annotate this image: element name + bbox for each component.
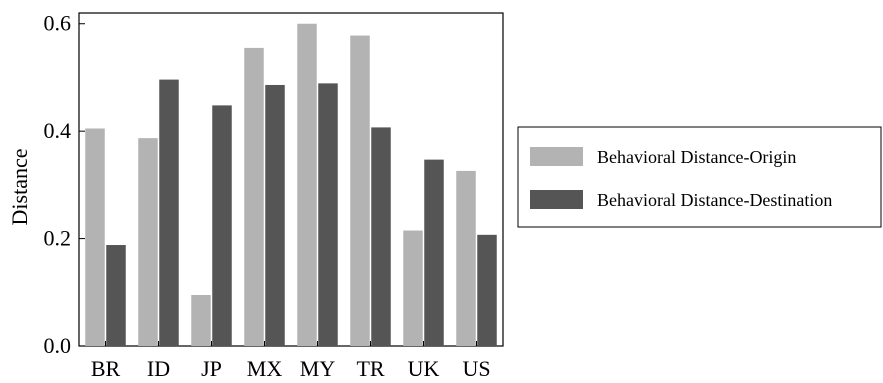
bar-destination-my xyxy=(318,83,338,346)
bars-group xyxy=(85,23,497,347)
bar-origin-br xyxy=(85,128,105,346)
y-ticks: 0.0 0.2 0.4 0.6 xyxy=(44,11,85,358)
bar-origin-mx xyxy=(244,47,264,347)
x-ticks: BR ID JP MX MY TR UK US xyxy=(91,341,491,381)
legend-label-destination: Behavioral Distance-Destination xyxy=(597,190,832,210)
y-tick-label: 0.2 xyxy=(44,226,72,251)
bar-destination-us xyxy=(477,234,497,346)
x-tick-label: UK xyxy=(408,356,440,381)
x-tick-label: MX xyxy=(247,356,283,381)
legend: Behavioral Distance-Origin Behavioral Di… xyxy=(517,126,882,228)
bar-origin-id xyxy=(138,138,158,346)
bar-origin-uk xyxy=(403,230,423,346)
x-tick-label: ID xyxy=(147,356,170,381)
bar-origin-my xyxy=(297,23,317,346)
bar-destination-jp xyxy=(212,105,232,346)
bar-destination-id xyxy=(159,79,179,346)
bar-origin-jp xyxy=(191,294,211,346)
legend-swatch-destination xyxy=(530,190,583,209)
bar-destination-uk xyxy=(424,159,444,346)
bar-destination-mx xyxy=(265,84,285,346)
legend-swatch-origin xyxy=(530,147,583,166)
y-tick-label: 0.0 xyxy=(44,333,72,358)
bar-destination-br xyxy=(106,245,126,346)
x-tick-label: JP xyxy=(201,356,222,381)
x-tick-label: BR xyxy=(91,356,121,381)
bar-destination-tr xyxy=(371,127,391,346)
plot-area-frame xyxy=(78,12,504,347)
bar-origin-tr xyxy=(350,35,370,346)
bar-origin-us xyxy=(456,170,476,346)
y-tick-label: 0.6 xyxy=(44,11,72,36)
x-tick-label: US xyxy=(462,356,490,381)
x-tick-label: TR xyxy=(356,356,384,381)
legend-label-origin: Behavioral Distance-Origin xyxy=(597,147,796,167)
x-tick-label: MY xyxy=(300,356,336,381)
legend-frame xyxy=(517,126,882,228)
y-tick-label: 0.4 xyxy=(44,118,72,143)
y-axis-label: Distance xyxy=(7,149,32,226)
